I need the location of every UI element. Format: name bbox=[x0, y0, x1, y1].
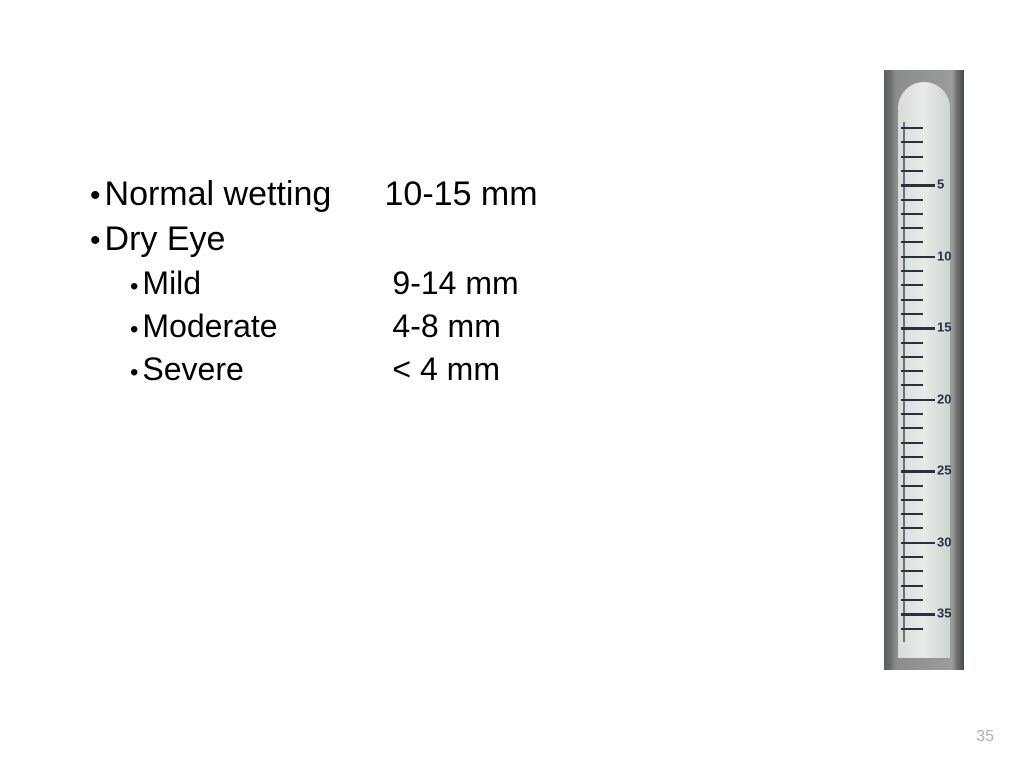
minor-tick bbox=[901, 513, 923, 515]
major-tick bbox=[901, 470, 935, 473]
major-tick bbox=[901, 256, 935, 259]
item-value: < 4 mm bbox=[392, 351, 500, 388]
minor-tick bbox=[901, 342, 923, 344]
minor-tick bbox=[901, 170, 923, 172]
list-item-severe: • Severe < 4 mm bbox=[130, 351, 790, 388]
minor-tick bbox=[901, 413, 923, 415]
item-value: 4-8 mm bbox=[392, 308, 500, 345]
bullet-icon: • bbox=[90, 181, 101, 211]
page-number: 35 bbox=[976, 728, 994, 746]
bullet-icon: • bbox=[130, 275, 138, 299]
tick-label: 10 bbox=[937, 248, 951, 263]
list-item-normal: • Normal wetting 10-15 mm bbox=[90, 175, 790, 214]
minor-tick bbox=[901, 585, 923, 587]
minor-tick bbox=[901, 442, 923, 444]
list-item-moderate: • Moderate 4-8 mm bbox=[130, 308, 790, 345]
tick-label: 35 bbox=[937, 606, 951, 621]
bullet-icon: • bbox=[130, 318, 138, 342]
minor-tick bbox=[901, 356, 923, 358]
slide-content: • Normal wetting 10-15 mm • Dry Eye • Mi… bbox=[90, 175, 790, 394]
minor-tick bbox=[901, 299, 923, 301]
minor-tick bbox=[901, 485, 923, 487]
tick-label: 25 bbox=[937, 463, 951, 478]
minor-tick bbox=[901, 270, 923, 272]
major-tick bbox=[901, 613, 935, 616]
major-tick bbox=[901, 542, 935, 545]
minor-tick bbox=[901, 456, 923, 458]
minor-tick bbox=[901, 313, 923, 315]
major-tick bbox=[901, 327, 935, 330]
list-item-mild: • Mild 9-14 mm bbox=[130, 265, 790, 302]
tick-label: 20 bbox=[937, 391, 951, 406]
minor-tick bbox=[901, 227, 923, 229]
minor-tick bbox=[901, 628, 923, 630]
minor-tick bbox=[901, 199, 923, 201]
item-label: Moderate bbox=[142, 308, 392, 345]
minor-tick bbox=[901, 527, 923, 529]
item-value: 9-14 mm bbox=[392, 265, 518, 302]
minor-tick bbox=[901, 241, 923, 243]
bullet-icon: • bbox=[130, 361, 138, 385]
major-tick bbox=[901, 399, 935, 402]
major-tick bbox=[901, 184, 935, 187]
tick-label: 5 bbox=[937, 177, 944, 192]
item-label: Severe bbox=[142, 351, 392, 388]
list-item-dryeye: • Dry Eye bbox=[90, 220, 790, 259]
minor-tick bbox=[901, 284, 923, 286]
minor-tick bbox=[901, 599, 923, 601]
minor-tick bbox=[901, 213, 923, 215]
tick-label: 15 bbox=[937, 320, 951, 335]
minor-tick bbox=[901, 141, 923, 143]
minor-tick bbox=[901, 556, 923, 558]
minor-tick bbox=[901, 427, 923, 429]
tick-scale: 5101520253035 bbox=[901, 122, 947, 642]
tick-label: 30 bbox=[937, 534, 951, 549]
test-strip: 5 10 15 20 25 30 35 bbox=[898, 82, 950, 658]
minor-tick bbox=[901, 156, 923, 158]
minor-tick bbox=[901, 127, 923, 129]
minor-tick bbox=[901, 370, 923, 372]
item-label: Dry Eye bbox=[105, 220, 385, 259]
bullet-icon: • bbox=[90, 226, 101, 256]
item-label: Normal wetting bbox=[105, 175, 385, 214]
item-label: Mild bbox=[142, 265, 392, 302]
minor-tick bbox=[901, 384, 923, 386]
schirmer-strip-photo: 5 10 15 20 25 30 35 bbox=[884, 70, 964, 670]
item-value: 10-15 mm bbox=[385, 175, 538, 214]
minor-tick bbox=[901, 570, 923, 572]
minor-tick bbox=[901, 499, 923, 501]
